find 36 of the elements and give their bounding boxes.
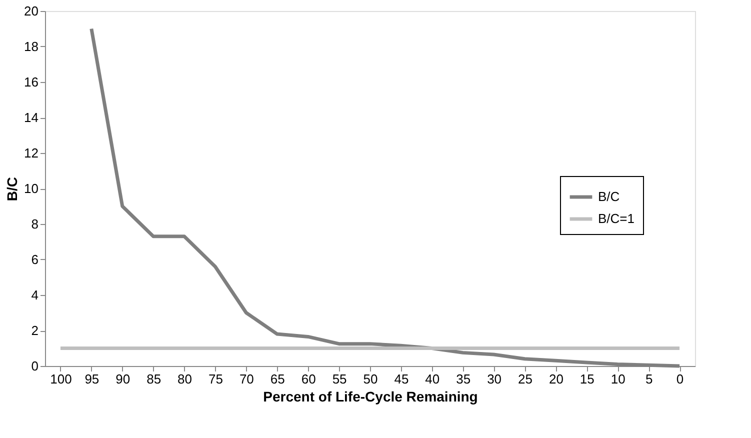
x-tick-label: 55 (332, 372, 347, 386)
x-tick-label: 15 (580, 372, 594, 386)
y-tick-label: 14 (24, 110, 38, 125)
y-tick-label: 20 (24, 4, 38, 18)
x-axis-title: Percent of Life-Cycle Remaining (263, 388, 478, 404)
y-tick-label: 16 (24, 74, 38, 90)
y-tick-label: 8 (31, 216, 38, 232)
x-tick-label: 65 (270, 372, 285, 386)
x-tick-label: 50 (363, 372, 378, 386)
legend-label: B/C (598, 189, 620, 204)
x-tick-label: 0 (676, 372, 684, 386)
x-tick-label: 35 (456, 372, 471, 386)
legend-label: B/C=1 (598, 211, 634, 226)
y-tick-label: 12 (24, 146, 38, 160)
x-tick-label: 5 (645, 372, 653, 386)
y-tick-label: 4 (31, 288, 38, 302)
y-tick-label: 18 (24, 39, 38, 54)
x-tick-label: 20 (548, 372, 564, 386)
x-tick-label: 40 (425, 372, 440, 386)
x-tick-label: 75 (208, 372, 223, 386)
y-tick-label: 0 (31, 358, 38, 374)
y-tick-label: 2 (31, 323, 38, 338)
y-tick-label: 6 (31, 252, 38, 267)
x-tick-label: 90 (116, 372, 130, 386)
x-tick-label: 70 (239, 372, 254, 386)
x-tick-label: 60 (301, 372, 316, 386)
x-tick-label: 45 (394, 372, 409, 386)
x-tick-label: 30 (487, 372, 502, 386)
y-tick-label: 10 (24, 181, 38, 196)
x-tick-label: 95 (84, 372, 100, 386)
x-tick-label: 25 (518, 372, 532, 386)
x-tick-label: 80 (178, 372, 192, 386)
x-tick-label: 10 (610, 372, 626, 386)
y-axis-title: B/C (4, 176, 20, 202)
x-tick-label: 100 (50, 372, 72, 386)
x-tick-label: 85 (146, 372, 162, 386)
